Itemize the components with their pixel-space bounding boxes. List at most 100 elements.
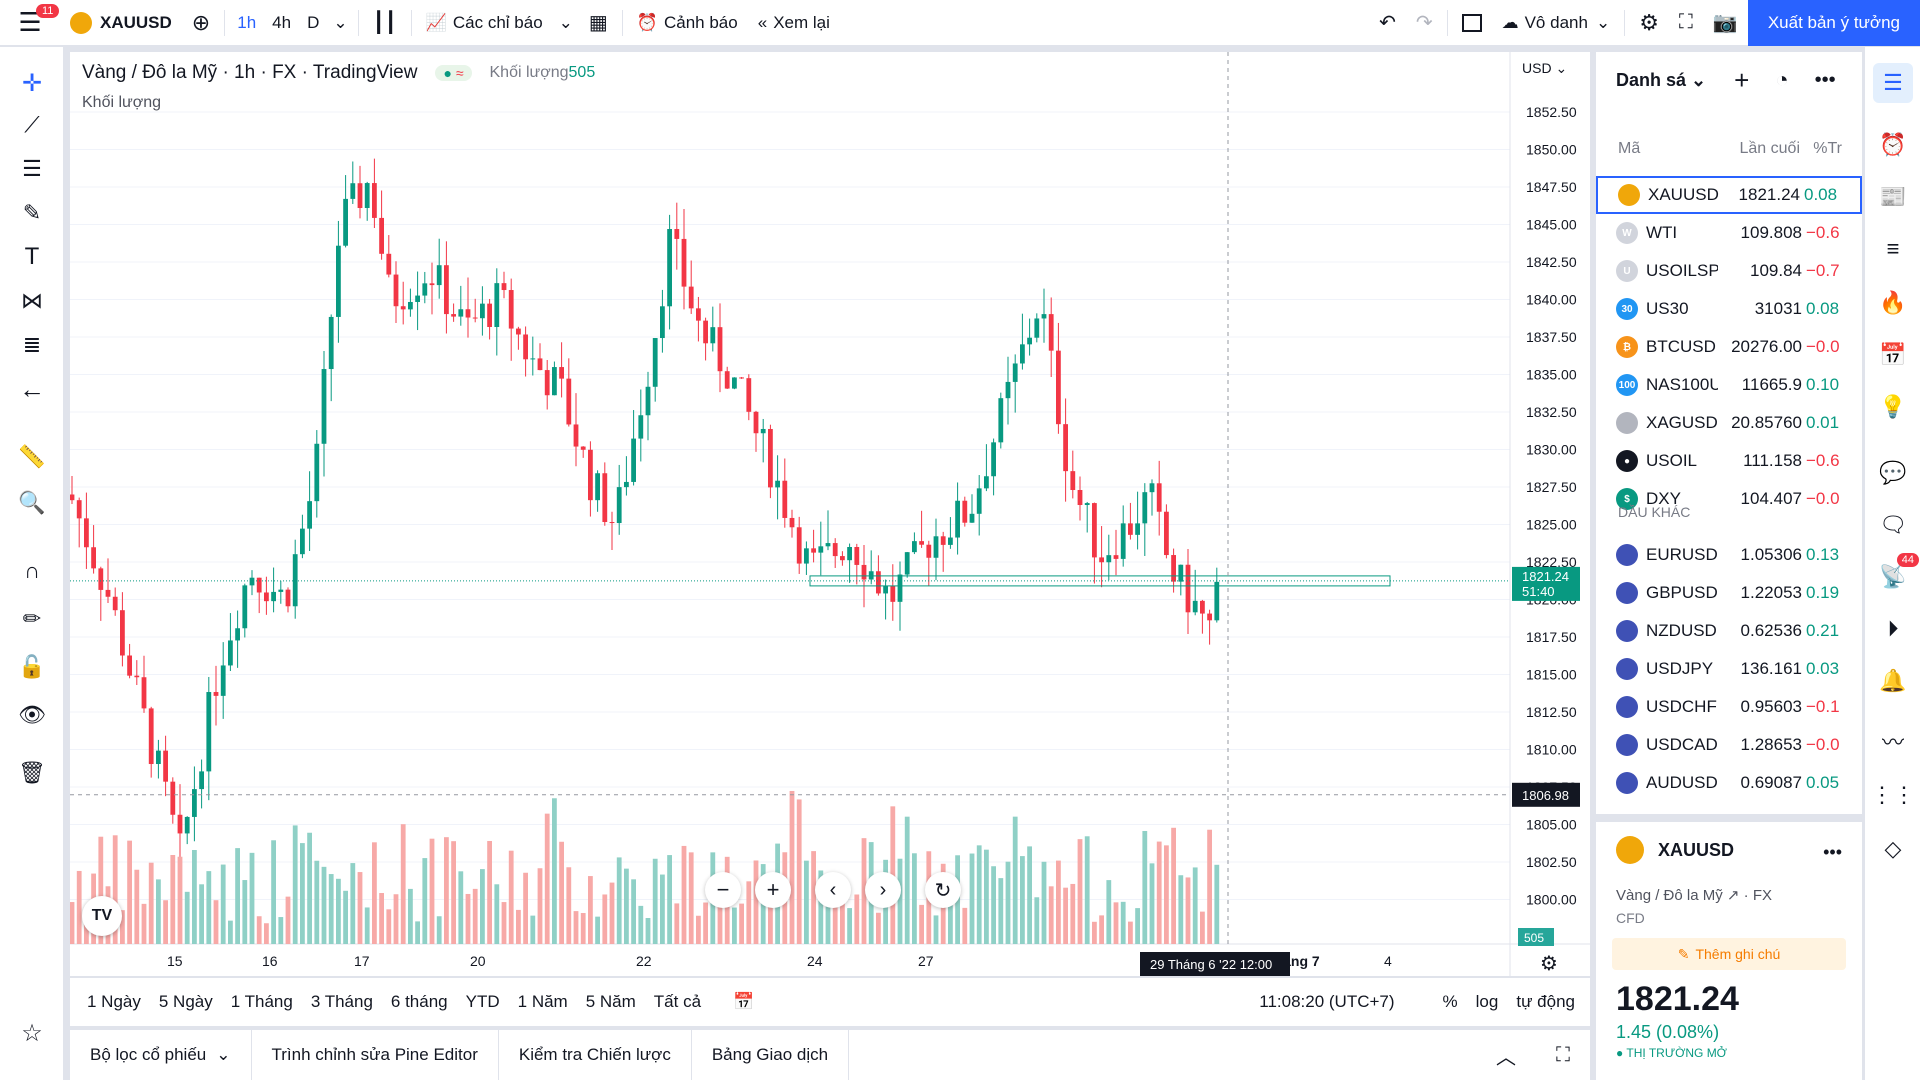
- watchlist-row[interactable]: U USOILSPOT 109.84−0.7: [1596, 252, 1862, 290]
- tab-pine-editor[interactable]: Trình chỉnh sửa Pine Editor: [252, 1030, 499, 1080]
- range-5y[interactable]: 5 Năm: [585, 992, 636, 1011]
- zoom-out-button[interactable]: −: [705, 872, 741, 908]
- currency-selector[interactable]: USD ⌄: [1522, 60, 1568, 76]
- watchlist-row[interactable]: XAUUSD 1821.24 0.08: [1596, 176, 1862, 214]
- alerts-button[interactable]: ⏰ Cảnh báo: [627, 0, 748, 46]
- undo-button[interactable]: ↶: [1369, 0, 1406, 46]
- zoom-tool[interactable]: 🔍: [12, 483, 52, 523]
- price-chart[interactable]: 1852.50 1850.00 1847.50 1845.00 1842.50 1840.…: [70, 52, 1590, 976]
- range-6m[interactable]: 6 tháng: [390, 992, 448, 1011]
- watchlist-row[interactable]: W WTI 109.808 −0.6: [1596, 214, 1862, 252]
- messages-toggle[interactable]: 🗨: [1873, 505, 1913, 545]
- object-tree-toggle[interactable]: ◇: [1873, 829, 1913, 869]
- tab-strategy-tester[interactable]: Kiểm tra Chiến lược: [499, 1030, 692, 1080]
- range-1m[interactable]: 1 Tháng: [230, 992, 293, 1011]
- range-1y[interactable]: 1 Năm: [517, 992, 568, 1011]
- ideas-stream-toggle[interactable]: ⏵: [1873, 609, 1913, 649]
- zoom-in-button[interactable]: +: [755, 872, 791, 908]
- fib-tool[interactable]: ☰: [12, 149, 52, 189]
- watchlist-row[interactable]: ● USOIL 111.158 −0.6: [1596, 442, 1862, 480]
- collapse-panel-button[interactable]: ︿: [1476, 1030, 1536, 1080]
- hide-tool[interactable]: 👁: [12, 695, 52, 735]
- interval-d[interactable]: D: [299, 0, 327, 46]
- templates-button[interactable]: ▦: [579, 0, 618, 46]
- range-3m[interactable]: 3 Tháng: [310, 992, 373, 1011]
- timezone-clock[interactable]: 11:08:20 (UTC+7): [1259, 992, 1395, 1011]
- brush-tool[interactable]: ✎: [12, 193, 52, 233]
- stay-drawing-tool[interactable]: ✏: [12, 599, 52, 639]
- indicators-dropdown[interactable]: ⌄: [553, 0, 579, 46]
- compare-button[interactable]: ⊕: [182, 0, 220, 46]
- replay-button[interactable]: «Xem lại: [748, 0, 840, 46]
- col-symbol[interactable]: Mã: [1618, 140, 1641, 157]
- maximize-panel-button[interactable]: ⛶: [1536, 1030, 1590, 1080]
- layout-button[interactable]: [1452, 0, 1492, 46]
- watchlist-row[interactable]: USDCHF 0.95603 −0.1: [1596, 688, 1862, 726]
- redo-button[interactable]: ↷: [1406, 0, 1443, 46]
- watchlist-row[interactable]: USDJPY 136.161 0.03: [1596, 650, 1862, 688]
- data-window-toggle[interactable]: ≡: [1873, 229, 1913, 269]
- watchlist-row[interactable]: 100 NAS100USD 11665.90.10: [1596, 366, 1862, 404]
- range-ytd[interactable]: YTD: [465, 992, 500, 1011]
- chart-area[interactable]: 1852.50 1850.00 1847.50 1845.00 1842.50 1840.…: [70, 52, 1590, 976]
- tv-logo[interactable]: TV: [82, 896, 122, 936]
- lock-tool[interactable]: 🔓: [12, 647, 52, 687]
- section-title[interactable]: DẦU KHÁC: [1618, 504, 1691, 520]
- symbol-search-button[interactable]: XAUUSD: [60, 0, 182, 46]
- watchlist-toggle[interactable]: ☰: [1873, 63, 1913, 103]
- fullscreen-button[interactable]: ⛶: [1669, 0, 1703, 46]
- watchlist-row[interactable]: NZDUSD 0.62536 0.21: [1596, 612, 1862, 650]
- trendline-tool[interactable]: ⟋: [12, 105, 52, 145]
- news-toggle[interactable]: 📰: [1873, 177, 1913, 217]
- scroll-left-button[interactable]: ‹: [815, 872, 851, 908]
- reset-button[interactable]: ↻: [925, 872, 961, 908]
- calendar-toggle[interactable]: 📅: [1873, 335, 1913, 375]
- auto-toggle[interactable]: tự động: [1516, 992, 1575, 1011]
- save-layout-button[interactable]: ☁ Vô danh ⌄: [1492, 0, 1621, 46]
- text-tool[interactable]: T: [12, 237, 52, 277]
- alerts-toggle[interactable]: ⏰: [1873, 125, 1913, 165]
- watchlist-row[interactable]: XAGUSD 20.85760 0.01: [1596, 404, 1862, 442]
- chart-type-button[interactable]: ┃┃: [363, 0, 407, 46]
- crosshair-tool[interactable]: ✛: [12, 63, 52, 103]
- indicators-button[interactable]: 📈 Các chỉ báo: [416, 0, 553, 46]
- measure-tool[interactable]: 📏: [12, 437, 52, 477]
- snapshot-button[interactable]: 📷: [1703, 0, 1748, 46]
- tab-trading-panel[interactable]: Bảng Giao dịch: [692, 1030, 850, 1080]
- back-tool[interactable]: ←: [12, 369, 52, 409]
- advanced-view-button[interactable]: ◔: [1775, 67, 1788, 93]
- watchlist-row[interactable]: 30 US30 31031 0.08: [1596, 290, 1862, 328]
- notifications-toggle[interactable]: 🔔: [1873, 661, 1913, 701]
- goto-date-button[interactable]: 📅: [724, 992, 763, 1012]
- chats-toggle[interactable]: 💬: [1873, 453, 1913, 493]
- watchlist-row[interactable]: ₿ BTCUSD 20276.00 −0.0: [1596, 328, 1862, 366]
- market-status-badge[interactable]: ● ≈: [435, 65, 472, 81]
- order-panel-toggle[interactable]: ⋮⋮: [1871, 775, 1915, 815]
- watchlist-row[interactable]: EURUSD 1.05306 0.13: [1596, 536, 1862, 574]
- details-name[interactable]: Vàng / Đô la Mỹ: [1616, 887, 1723, 904]
- menu-button[interactable]: ☰ 11: [0, 0, 60, 46]
- watchlist-row[interactable]: $ DXY 104.407 −0.0: [1596, 480, 1862, 518]
- watchlist-title[interactable]: Danh sá ⌄: [1616, 69, 1707, 90]
- pattern-tool[interactable]: ⋈: [12, 281, 52, 321]
- remove-tool[interactable]: 🗑: [12, 753, 52, 793]
- add-symbol-button[interactable]: +: [1734, 64, 1750, 95]
- log-toggle[interactable]: log: [1475, 992, 1499, 1011]
- add-note-button[interactable]: ✎ Thêm ghi chú: [1612, 938, 1846, 970]
- publish-button[interactable]: Xuất bản ý tưởng: [1747, 0, 1920, 46]
- hotlists-toggle[interactable]: 🔥: [1873, 283, 1913, 323]
- more-button[interactable]: •••: [1815, 69, 1836, 92]
- tab-screener[interactable]: Bộ lọc cổ phiếu ⌄: [70, 1030, 252, 1080]
- watchlist-row[interactable]: GBPUSD 1.22053 0.19: [1596, 574, 1862, 612]
- interval-dropdown[interactable]: ⌄: [327, 0, 353, 46]
- col-change[interactable]: %Tr: [1813, 140, 1842, 157]
- percent-toggle[interactable]: %: [1442, 992, 1458, 1011]
- settings-button[interactable]: ⚙: [1629, 0, 1669, 46]
- forecast-tool[interactable]: ≣: [12, 325, 52, 365]
- col-last[interactable]: Lần cuối: [1739, 140, 1801, 157]
- interval-4h[interactable]: 4h: [264, 0, 299, 46]
- watchlist-row[interactable]: AUDUSD 0.69087 0.05: [1596, 764, 1862, 802]
- range-5d[interactable]: 5 Ngày: [158, 992, 213, 1011]
- watchlist-row[interactable]: USDCAD 1.28653 −0.0: [1596, 726, 1862, 764]
- range-1d[interactable]: 1 Ngày: [87, 992, 141, 1011]
